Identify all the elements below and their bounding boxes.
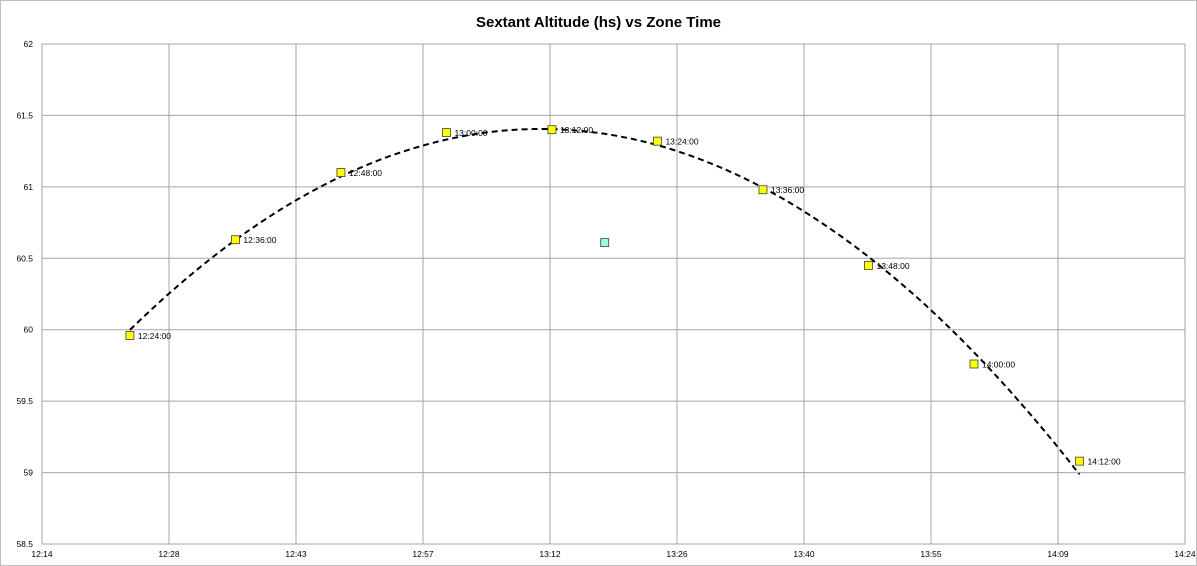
- data-point: [231, 235, 240, 245]
- x-tick-label: 14:24: [1174, 549, 1196, 559]
- y-tick-label: 60.5: [16, 253, 33, 263]
- data-label: 12:36:00: [243, 235, 276, 245]
- plot-border: [41, 43, 1186, 545]
- outlier-point: [600, 238, 610, 247]
- data-label: 12:48:00: [349, 168, 382, 178]
- data-point: [969, 359, 979, 369]
- tick-labels: 12:14 12:28 12:43 12:57 13:12 13:26 13:40 13:55…: [16, 39, 1195, 559]
- data-label: 14:12:00: [1087, 457, 1120, 467]
- data-point: [653, 136, 662, 146]
- data-point: [864, 261, 873, 270]
- data-label: 13:36:00: [771, 185, 804, 195]
- gridlines: [41, 43, 1186, 545]
- x-tick-label: 12:57: [412, 549, 434, 559]
- x-tick-label: 14:09: [1047, 549, 1069, 559]
- data-point: [1075, 456, 1084, 466]
- y-tick-label: 59: [24, 468, 34, 478]
- x-tick-label: 13:55: [920, 549, 942, 559]
- y-tick-label: 61: [24, 182, 34, 192]
- x-tick-label: 13:26: [666, 549, 688, 559]
- trendline: [129, 128, 1081, 476]
- data-label: 13:00:00: [454, 128, 487, 138]
- x-tick-label: 12:14: [31, 549, 53, 559]
- x-tick-label: 12:43: [285, 549, 307, 559]
- x-tick-label: 13:40: [793, 549, 815, 559]
- data-label: 12:24:00: [138, 331, 171, 341]
- data-label: 13:24:00: [665, 137, 698, 147]
- data-label: 13:12:00: [560, 125, 593, 135]
- data-point: [547, 125, 557, 135]
- data-points: 12:24:00 12:36:00 12:48:00 13:00:00 13:12:00…: [125, 125, 1121, 467]
- y-tick-label: 60: [24, 325, 34, 335]
- y-tick-label: 61.5: [16, 110, 33, 120]
- data-point: [336, 168, 346, 177]
- data-point: [442, 128, 451, 137]
- trendline-path: [129, 128, 1081, 476]
- y-tick-label: 59.5: [16, 396, 33, 406]
- chart-title: Sextant Altitude (hs) vs Zone Time: [475, 14, 722, 31]
- data-label: 13:48:00: [876, 261, 909, 271]
- x-tick-label: 13:12: [539, 549, 561, 559]
- data-label: 14:00:00: [982, 360, 1015, 370]
- data-point: [758, 185, 768, 195]
- x-tick-label: 12:28: [158, 549, 180, 559]
- y-tick-label: 58.5: [16, 539, 33, 549]
- data-point: [125, 331, 135, 340]
- y-tick-label: 62: [24, 39, 34, 49]
